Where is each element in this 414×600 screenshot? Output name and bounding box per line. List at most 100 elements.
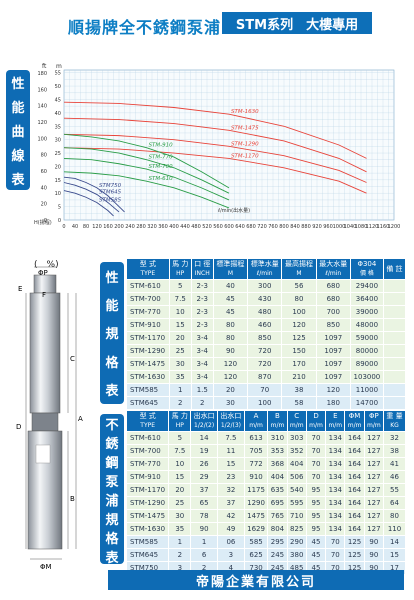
table-cell: 26 <box>190 457 219 471</box>
side-char: 表 <box>105 551 119 566</box>
x-tick-label: 1040 <box>344 224 357 230</box>
side-char: 能 <box>11 100 25 116</box>
series-line-stm-610 <box>63 171 230 209</box>
column-header: 最大水量 ℓ/min <box>315 258 351 280</box>
table-cell: 45 <box>212 292 249 306</box>
table-cell: 14 <box>383 535 406 549</box>
table-row: STM-1475 30 78 42 1475 765 710 95 134 164 127 80 <box>125 509 406 523</box>
table-cell: 625 <box>243 548 269 562</box>
table-cell: 78 <box>190 509 219 523</box>
table-cell: 910 <box>243 470 269 484</box>
table-cell: 1475 <box>243 509 269 523</box>
table-row: STM-700 7.5 2-3 45 430 80 680 36400 <box>126 292 407 306</box>
table-cell: 39000 <box>349 305 384 319</box>
column-header: ΦP m/m <box>363 410 385 432</box>
series-line-stm-700 <box>63 157 230 201</box>
model-cell: STM-1170 <box>126 331 170 345</box>
table-cell: 41 <box>383 457 406 471</box>
table-cell: 825 <box>286 522 307 536</box>
y-tick-label-ft: 120 <box>37 120 47 126</box>
y-tick-label-m: 10 <box>55 191 61 197</box>
column-unit: m/m <box>270 422 285 429</box>
series-line-stm-910 <box>63 133 230 189</box>
column-header: 型 式 TYPE <box>126 258 170 280</box>
table-cell: 595 <box>286 496 307 510</box>
x-tick-label: 720 <box>257 224 267 230</box>
table-cell: 127 <box>363 431 385 445</box>
dim-label-d: D <box>16 423 22 431</box>
series-label: STM-1290 <box>231 141 259 147</box>
table-cell: 300 <box>247 279 283 293</box>
table-cell: 705 <box>243 444 269 458</box>
table-cell: 38 <box>383 444 406 458</box>
table-cell: 29400 <box>349 279 384 293</box>
table-cell: 80000 <box>349 344 384 358</box>
table-cell <box>382 305 407 319</box>
model-cell: STM585 <box>126 383 170 397</box>
column-header: 備 註 <box>382 258 407 280</box>
table-cell: 29 <box>190 470 219 484</box>
x-tick-label: 520 <box>202 224 212 230</box>
table-cell: 120 <box>212 357 249 371</box>
table-cell: 55 <box>383 483 406 497</box>
x-axis-label: ℓ/min(出水量) <box>217 207 250 214</box>
table-cell: 180 <box>315 396 351 410</box>
y-axis-label: H(揚程) <box>34 219 52 226</box>
series-badge: STM系列 大樓專用 <box>222 12 372 34</box>
performance-table: 型 式 TYPE 馬 力 HP 口 徑 INCH 標準揚程 M 標準水量 ℓ/min 最高揚程 M 最大… <box>126 258 407 423</box>
x-tick-label: 440 <box>180 224 190 230</box>
table-cell: 90 <box>363 535 385 549</box>
table-cell: 90 <box>363 548 385 562</box>
dim-label-e: E <box>18 285 23 293</box>
column-unit: M <box>296 270 302 277</box>
table-row: STM-1290 25 65 37 1290 695 595 95 134 164 127 64 <box>125 496 406 510</box>
x-tick-label: 280 <box>136 224 146 230</box>
table-cell: 1097 <box>315 344 351 358</box>
table-cell: 49 <box>217 522 245 536</box>
table-cell: 850 <box>247 331 283 345</box>
table-cell: 164 <box>344 483 365 497</box>
table-cell: 15 <box>217 457 245 471</box>
y-tick-label-m: 5 <box>58 205 61 211</box>
table-cell: 45 <box>305 535 327 549</box>
table-cell: 772 <box>243 457 269 471</box>
x-tick-label: 1160 <box>377 224 390 230</box>
x-tick-label: 760 <box>268 224 278 230</box>
table-cell: 125 <box>281 331 317 345</box>
table-cell: 5 <box>168 279 192 293</box>
table-cell: 1097 <box>315 370 351 384</box>
model-cell: STM-910 <box>125 470 170 484</box>
table-cell <box>382 331 407 345</box>
table-cell: 32 <box>217 483 245 497</box>
y-tick-label-m: 25 <box>55 151 61 157</box>
table-row: STM-910 15 29 23 910 404 506 70 134 164 127 46 <box>125 470 406 484</box>
table-cell: 100 <box>247 396 283 410</box>
side-char: 鋼 <box>105 456 119 471</box>
table-cell: 6 <box>190 548 219 562</box>
table-cell: 695 <box>267 496 288 510</box>
table-cell: 70 <box>325 535 346 549</box>
table-cell: 37 <box>190 483 219 497</box>
column-header: 最高揚程 M <box>281 258 317 280</box>
table-cell: 134 <box>325 496 346 510</box>
model-cell: STM-700 <box>125 444 170 458</box>
table-cell: 2 <box>168 396 192 410</box>
table-cell: 90 <box>190 522 219 536</box>
table-cell: 95 <box>305 509 327 523</box>
model-cell: STM-770 <box>125 457 170 471</box>
table-cell: 20 <box>168 331 192 345</box>
series-line-stm750 <box>63 176 125 213</box>
table-cell: 10 <box>168 305 192 319</box>
table-cell: 680 <box>315 279 351 293</box>
performance-chart-svg: 0 40 80 120 160 200 240 280 320 360 400 440 480 520 56… <box>34 63 400 230</box>
table-cell: 14 <box>190 431 219 445</box>
table-cell: 2 <box>190 396 214 410</box>
x-tick-label: 120 <box>92 224 102 230</box>
header-title: 順揚牌全不銹鋼泵浦 <box>68 18 222 37</box>
table-cell: 303 <box>286 431 307 445</box>
y-tick-label-ft: 0 <box>44 218 47 224</box>
table-cell: 30 <box>212 396 249 410</box>
column-header: 口 徑 INCH <box>190 258 214 280</box>
